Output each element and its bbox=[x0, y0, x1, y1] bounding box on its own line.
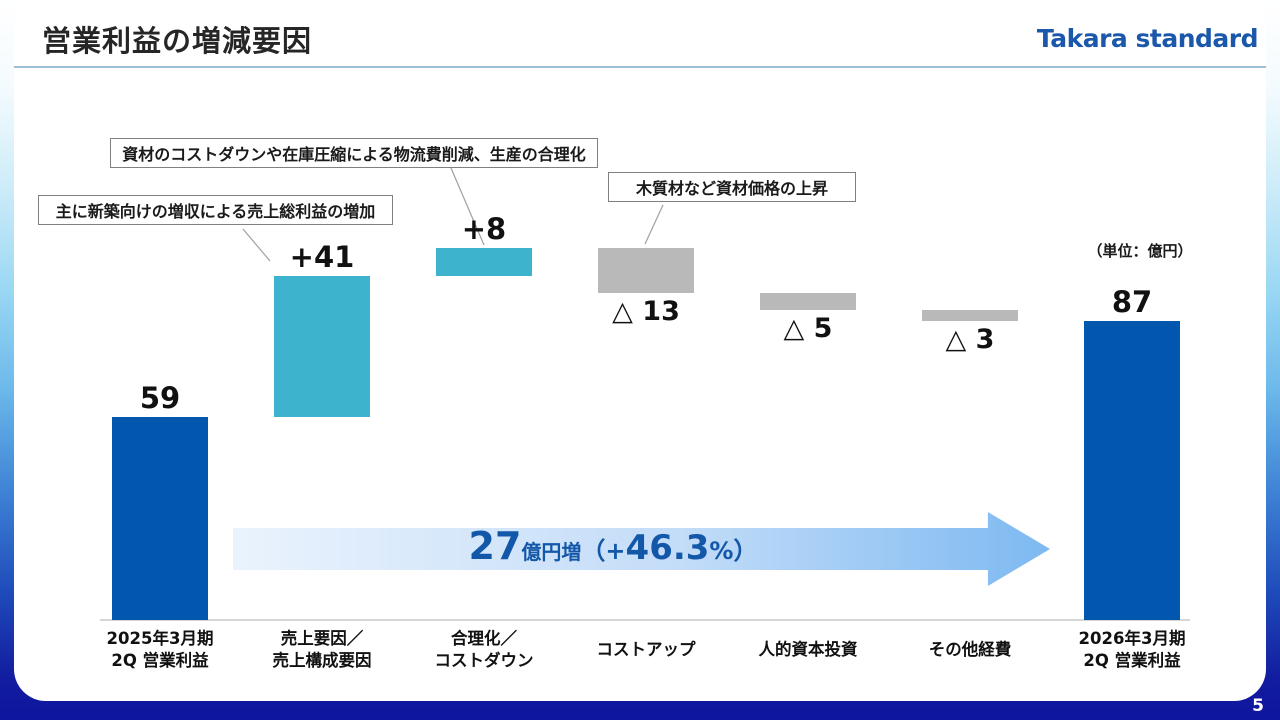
category-label: 人的資本投資 bbox=[758, 639, 858, 659]
category-label: その他経費 bbox=[928, 639, 1012, 659]
summary-amount-unit: 億円増 bbox=[521, 540, 582, 564]
summary-percent: 46.3 bbox=[625, 528, 710, 568]
title-divider bbox=[14, 66, 1266, 68]
waterfall-bar-decrease bbox=[922, 310, 1018, 321]
waterfall-bar-decrease bbox=[760, 293, 856, 311]
page-title: 営業利益の増減要因 bbox=[42, 24, 313, 58]
x-axis-line bbox=[100, 619, 1190, 621]
category-label: 2025年3月期 2Q 営業利益 bbox=[106, 628, 214, 670]
company-logo: Takara standard bbox=[1036, 24, 1259, 53]
callout-material-cost-up: 木質材など資材価格の上昇 bbox=[608, 172, 856, 202]
category-label: コストアップ bbox=[596, 639, 696, 659]
waterfall-bar-total bbox=[112, 417, 208, 620]
summary-paren-close: %） bbox=[709, 537, 758, 565]
bar-value-label: 59 bbox=[139, 381, 181, 416]
waterfall-bar-increase bbox=[274, 276, 370, 418]
bar-value-label: △ 5 bbox=[783, 313, 833, 345]
waterfall-bar-decrease bbox=[598, 248, 694, 294]
category-label: 合理化／ コストダウン bbox=[434, 628, 534, 670]
waterfall-bar-increase bbox=[436, 248, 532, 276]
callout-rationalization: 資材のコストダウンや在庫圧縮による物流費削減、生産の合理化 bbox=[110, 138, 598, 168]
slide-content-panel bbox=[14, 6, 1266, 701]
bar-value-label: △ 3 bbox=[945, 323, 995, 355]
summary-paren-open: （+ bbox=[581, 537, 626, 565]
waterfall-bar-total bbox=[1084, 320, 1180, 620]
bar-value-label: 87 bbox=[1111, 284, 1153, 319]
summary-amount: 27 bbox=[468, 524, 522, 568]
page-number: 5 bbox=[1252, 696, 1264, 716]
category-label: 2026年3月期 2Q 営業利益 bbox=[1078, 628, 1186, 670]
unit-label: （単位：億円） bbox=[1087, 242, 1193, 260]
bar-value-label: +8 bbox=[461, 212, 507, 247]
category-label: 売上要因／ 売上構成要因 bbox=[272, 628, 372, 670]
bar-value-label: +41 bbox=[289, 240, 355, 274]
bar-value-label: △ 13 bbox=[612, 296, 680, 328]
callout-sales-increase: 主に新築向けの増収による売上総利益の増加 bbox=[38, 195, 393, 225]
summary-arrow-text: 27 億円増 （+ 46.3 %） bbox=[233, 524, 993, 574]
